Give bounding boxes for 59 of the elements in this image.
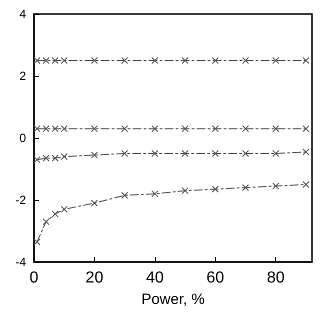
point — [302, 57, 310, 64]
point — [90, 57, 98, 64]
point — [151, 125, 158, 132]
point — [34, 125, 41, 132]
point — [42, 218, 50, 226]
point — [42, 57, 50, 64]
point — [182, 125, 189, 132]
point — [60, 125, 68, 132]
x-tick-label: 60 — [206, 270, 224, 286]
point — [90, 152, 98, 159]
point — [242, 57, 250, 64]
point — [60, 57, 68, 64]
point — [34, 156, 41, 164]
point — [34, 57, 41, 64]
point — [34, 238, 41, 246]
point — [60, 153, 68, 160]
point — [182, 150, 189, 157]
point — [90, 125, 98, 132]
point — [212, 125, 219, 132]
point — [212, 150, 219, 157]
point — [151, 190, 158, 198]
point — [272, 150, 280, 157]
point — [151, 150, 158, 157]
point — [302, 125, 310, 132]
point — [302, 181, 310, 188]
point — [182, 57, 189, 64]
y-tick-label: 4 — [19, 7, 26, 21]
x-tick-label: 80 — [266, 270, 285, 286]
x-tick-label: 0 — [30, 270, 39, 286]
y-tick-label: -2 — [15, 193, 26, 207]
x-tick-label: 40 — [146, 270, 164, 286]
point — [121, 125, 128, 132]
point — [242, 125, 250, 132]
point — [182, 187, 189, 194]
point — [42, 125, 50, 132]
y-tick-label: -4 — [15, 255, 26, 269]
point — [52, 125, 59, 132]
x-axis-title: Power, % — [141, 291, 205, 308]
point — [302, 148, 310, 156]
point — [272, 57, 280, 64]
y-tick-label: 2 — [19, 69, 26, 83]
point — [121, 57, 128, 64]
point — [121, 150, 128, 157]
point — [121, 192, 128, 199]
point — [42, 154, 50, 162]
point — [52, 210, 59, 218]
point — [52, 154, 59, 162]
point — [242, 150, 250, 157]
point — [212, 186, 219, 193]
point — [151, 57, 158, 64]
point — [52, 57, 59, 64]
point — [90, 200, 98, 207]
point — [60, 206, 68, 213]
point — [212, 57, 219, 64]
point — [272, 182, 280, 190]
y-tick-label: 0 — [19, 131, 26, 145]
point — [272, 125, 280, 132]
x-tick-label: 20 — [86, 270, 104, 286]
point — [242, 184, 250, 192]
